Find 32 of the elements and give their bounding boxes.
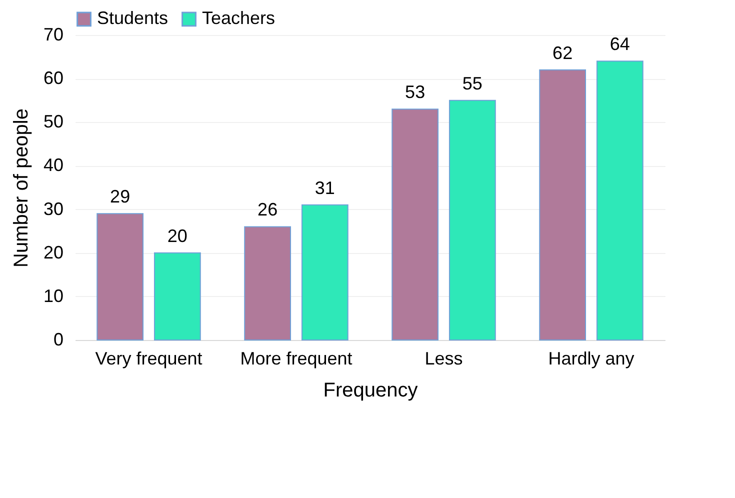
bar [596, 60, 644, 340]
bar [244, 226, 292, 340]
x-tick-label: More frequent [240, 348, 352, 368]
x-tick-label: Very frequent [95, 348, 202, 368]
bar [96, 213, 144, 340]
y-tick-label: 20 [43, 242, 64, 262]
data-label: 62 [552, 42, 573, 63]
data-label: 64 [610, 34, 630, 54]
data-label: 53 [405, 82, 426, 102]
y-tick-label: 0 [53, 330, 64, 350]
bar [154, 252, 201, 340]
y-axis-title: Number of people [10, 108, 32, 268]
data-label: 55 [462, 73, 482, 94]
legend-label: Teachers [202, 8, 276, 28]
y-tick-label: 10 [43, 286, 64, 306]
y-tick-label: 70 [43, 24, 64, 44]
x-axis-title: Frequency [323, 380, 418, 402]
x-tick-label: Hardly any [548, 348, 634, 368]
y-tick-label: 60 [43, 68, 64, 88]
data-label: 29 [110, 186, 130, 207]
y-tick-label: 40 [43, 155, 64, 176]
legend-label: Students [97, 8, 168, 28]
data-label: 26 [258, 200, 278, 220]
bar [539, 69, 586, 340]
y-tick-label: 50 [43, 112, 64, 132]
bar [392, 108, 439, 340]
bar [301, 204, 348, 340]
bar [448, 100, 496, 340]
x-tick-label: Less [424, 348, 463, 368]
data-label: 31 [314, 178, 335, 198]
y-tick-label: 30 [43, 198, 64, 219]
data-label: 20 [167, 226, 188, 246]
